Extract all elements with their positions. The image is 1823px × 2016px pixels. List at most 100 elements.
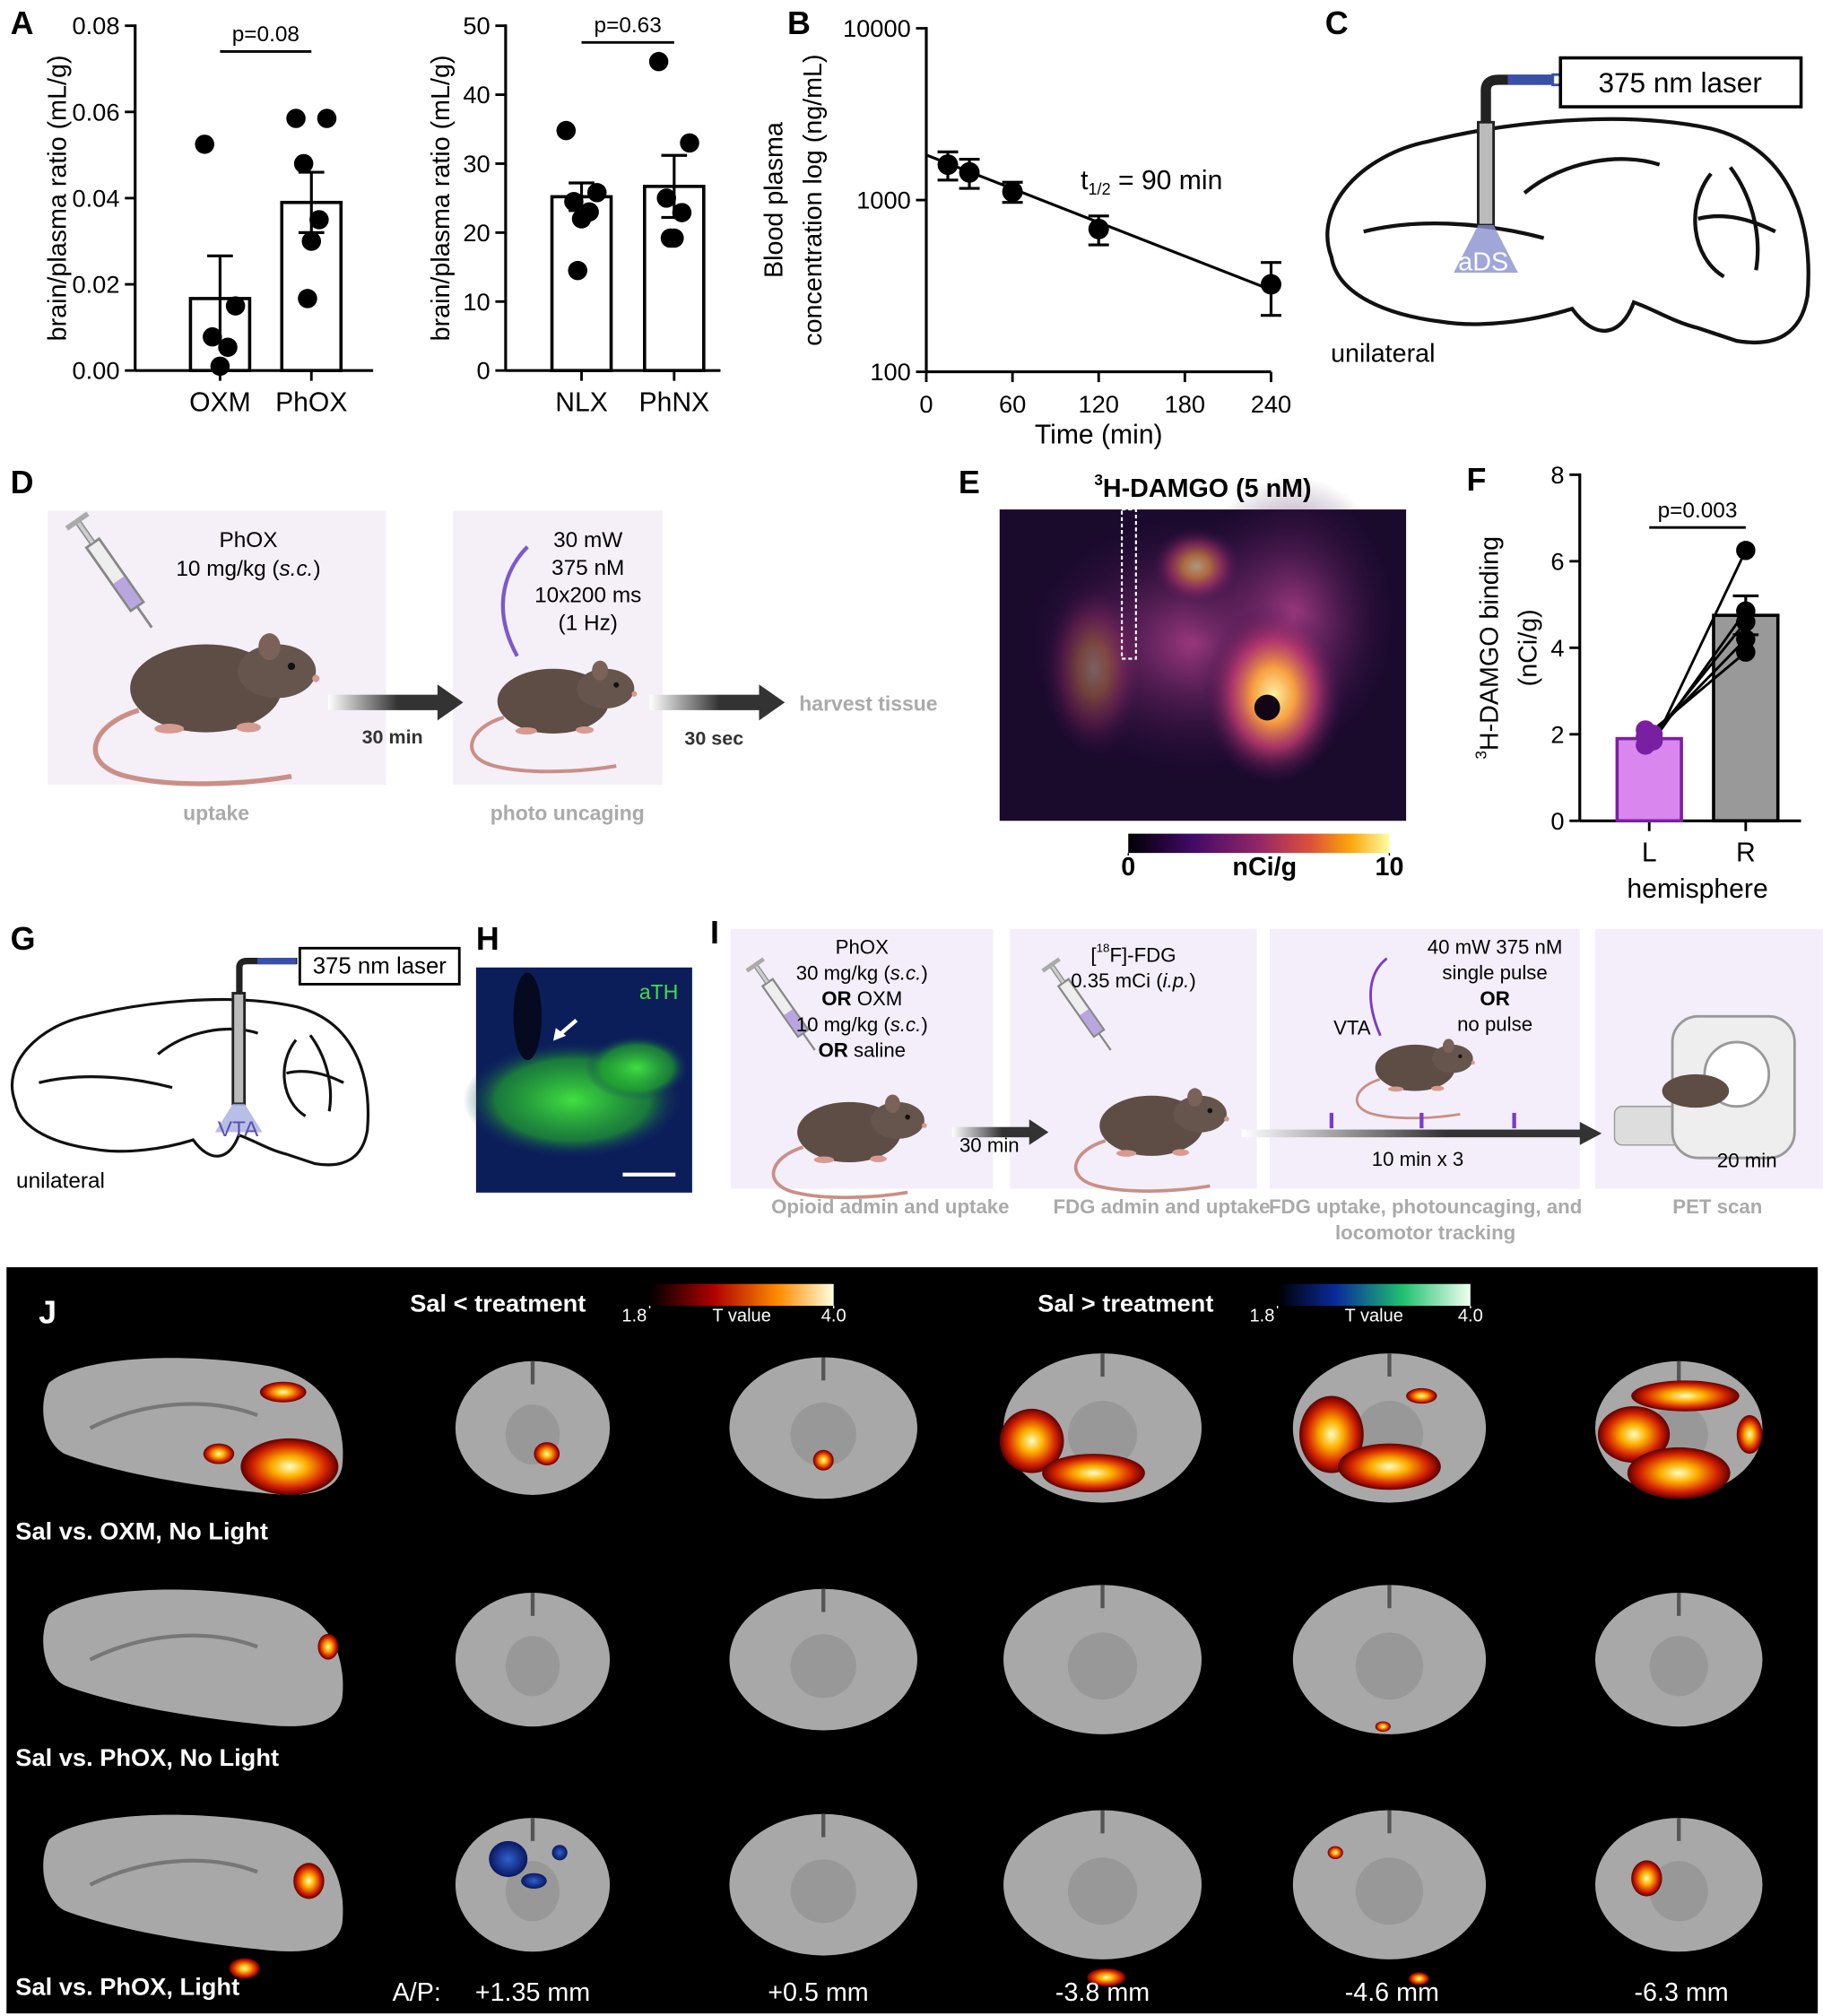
data-point <box>648 51 669 72</box>
data-point <box>195 135 214 154</box>
colorbar <box>649 1283 834 1307</box>
data-point <box>556 120 577 141</box>
data-point <box>571 209 592 229</box>
colorbar-tick-label: 4.0 <box>1458 1307 1483 1326</box>
y-tick-label: 0.04 <box>72 184 119 212</box>
y-axis-label: concentration log (ng/mL) <box>799 54 828 345</box>
data-point <box>656 188 676 208</box>
activation-blob <box>240 1438 339 1495</box>
contrast-title: Sal > treatment <box>1037 1290 1213 1317</box>
colorbar-tick-label: 1.8 <box>621 1307 647 1326</box>
activation-blob <box>812 1449 834 1471</box>
text-segment: H-DAMGO binding <box>1475 536 1504 751</box>
text-segment: t <box>1081 165 1089 195</box>
data-point <box>660 228 681 248</box>
y-tick-label: 1000 <box>856 187 911 214</box>
activation-blob <box>534 1442 560 1465</box>
text-segment: 30 mg/kg ( <box>796 961 891 984</box>
ap-value: -3.8 mm <box>1055 1978 1150 2007</box>
panel-label: H <box>476 921 499 957</box>
data-point <box>225 296 246 316</box>
activation-blob <box>1408 1972 1429 1986</box>
y-axis-label: brain/plasma ratio (mL/g) <box>44 55 73 341</box>
autoradiograph <box>999 475 1407 854</box>
data-point <box>286 109 306 128</box>
colorbar-label: nCi/g <box>1232 853 1297 882</box>
light-text: (1 Hz) <box>559 612 618 636</box>
data-point <box>959 161 980 183</box>
coronal-detail <box>1355 1632 1424 1700</box>
pet-slices <box>43 1353 1763 1987</box>
p-value: p=0.63 <box>595 13 662 38</box>
activation-blob <box>1042 1454 1145 1493</box>
step-caption: FDG admin and uptake <box>1054 1195 1271 1218</box>
p-value: p=0.08 <box>232 22 299 47</box>
deactivation-blob <box>551 1845 568 1861</box>
text-segment: F]-FDG <box>1109 943 1176 966</box>
x-tick-label: 180 <box>1165 390 1205 418</box>
panel-label: B <box>787 5 811 41</box>
text-segment: OXM <box>852 987 903 1010</box>
pair-line <box>1652 550 1748 746</box>
annotation: t1/2 = 90 min <box>1081 165 1222 198</box>
text-segment: ) <box>1189 969 1195 992</box>
text-segment: s.c. <box>280 557 314 581</box>
x-tick-label: L <box>1642 839 1657 868</box>
data-point <box>564 192 584 212</box>
ap-value: -4.6 mm <box>1345 1978 1439 2007</box>
row-label: Sal vs. PhOX, No Light <box>15 1743 279 1771</box>
text-segment: ) <box>921 1012 927 1035</box>
step-text: 0.35 mCi (i.p.) <box>1071 969 1196 992</box>
data-point <box>309 210 329 230</box>
row-label: Sal vs. OXM, No Light <box>15 1517 268 1545</box>
dose-text: PhOX <box>219 528 277 552</box>
interval-label: 10 min x 3 <box>1372 1148 1464 1170</box>
data-point <box>1260 274 1281 295</box>
y-tick-label: 6 <box>1550 547 1564 575</box>
step-caption: FDG uptake, photouncaging, and <box>1269 1195 1582 1218</box>
step-caption: locomotor tracking <box>1335 1221 1515 1244</box>
data-point <box>568 260 587 281</box>
y-tick-label: 50 <box>463 12 490 39</box>
step-text: [18F]-FDG <box>1090 941 1176 966</box>
y-tick-label: 30 <box>463 150 490 178</box>
coronal-detail <box>1355 1857 1424 1925</box>
x-tick-label: NLX <box>555 388 608 418</box>
data-point <box>203 326 222 347</box>
data-point <box>1002 181 1023 203</box>
delay-label: 30 min <box>959 1134 1020 1156</box>
text-segment: 10 mg/kg ( <box>796 1012 891 1035</box>
schematic-i <box>730 928 1823 1200</box>
schematic-d <box>48 510 786 786</box>
coronal-detail <box>505 1861 560 1922</box>
region-label: VTA <box>1333 1017 1371 1039</box>
activation-blob <box>1627 1447 1731 1499</box>
laser-label: 375 nm laser <box>313 953 447 978</box>
row-label: Sal vs. PhOX, Light <box>15 1973 239 2001</box>
x-axis-label: hemisphere <box>1627 874 1767 904</box>
step-label: uptake <box>183 802 249 825</box>
text-segment: [ <box>1090 943 1096 966</box>
panel-label: C <box>1325 5 1349 41</box>
scan-label: 20 min <box>1717 1149 1777 1171</box>
text-segment: s.c. <box>890 961 922 984</box>
image-title: 3H-DAMGO (5 nM) <box>1094 471 1311 503</box>
step-caption: PET scan <box>1672 1195 1762 1218</box>
coronal-detail <box>1067 1632 1138 1700</box>
sagittal-detail <box>89 1633 258 1662</box>
activation-blob <box>1631 1380 1740 1412</box>
y-tick-label: 0.00 <box>72 357 119 385</box>
data-point <box>298 289 317 308</box>
text-segment: ) <box>921 961 927 984</box>
y-tick-label: 0.02 <box>72 271 119 299</box>
colorbar-tick-label: 4.0 <box>821 1307 846 1326</box>
activation-blob <box>293 1863 325 1899</box>
dose-text: 10 mg/kg (s.c.) <box>176 557 320 581</box>
laser-label: 375 nm laser <box>1598 66 1761 99</box>
activation-blob <box>999 1408 1064 1473</box>
activation-blob <box>259 1381 307 1403</box>
y-axis-label: (nCi/g) <box>1514 609 1542 686</box>
step-text: 40 mW 375 nM <box>1428 935 1563 958</box>
coronal-detail <box>505 1636 560 1697</box>
